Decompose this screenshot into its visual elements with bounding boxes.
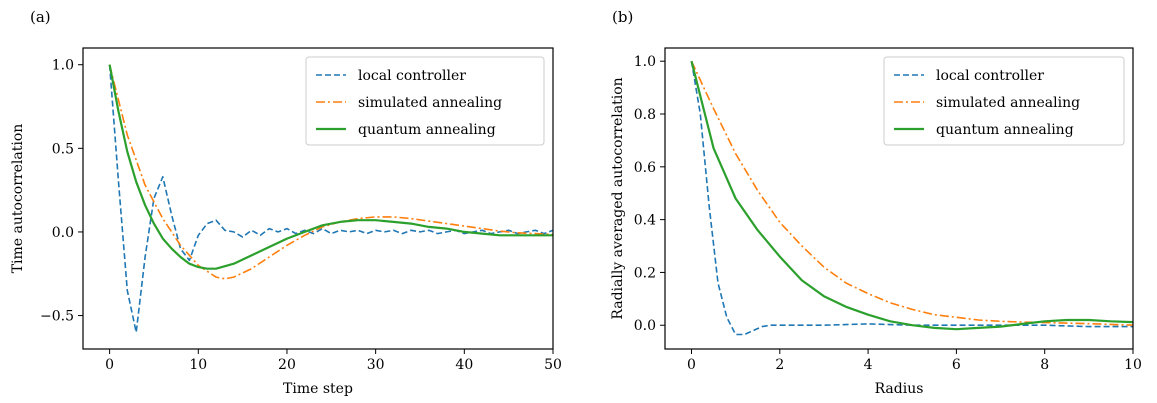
y-tick-label: 0.8 [634, 107, 656, 123]
legend: local controller simulated annealing quant… [883, 56, 1125, 146]
y-tick-label: 0.6 [634, 160, 656, 176]
x-tick-label: 8 [1040, 357, 1049, 373]
x-tick-label: 2 [775, 357, 784, 373]
series-group [690, 60, 1133, 336]
chart-a: (a) 0 10 20 30 40 50 −0.5 0.0 0.5 1.0 Time step Tim… [10, 8, 562, 397]
legend-box [883, 56, 1125, 146]
x-tick-label: 50 [544, 357, 562, 373]
y-tick-label: −0.5 [40, 309, 74, 325]
panel-label-a: (a) [30, 8, 51, 26]
x-tick-label: 10 [189, 357, 207, 373]
y-tick-label: 0.4 [634, 213, 656, 229]
y-tick-label: 0.2 [634, 265, 656, 281]
x-tick-label: 40 [455, 357, 473, 373]
legend-entry: simulated annealing [358, 95, 502, 111]
x-tick-label: 6 [952, 357, 961, 373]
series-line-quantum-annealing [108, 64, 553, 270]
x-tick-label: 0 [105, 357, 114, 373]
x-tick-label: 30 [367, 357, 385, 373]
x-tick-label: 10 [1124, 357, 1142, 373]
chart-b: (b) 0 2 4 6 8 10 0.0 0.2 0.4 0.6 0.8 1.0 Radius Radia… [610, 8, 1142, 397]
y-tick-label: 1.0 [634, 54, 656, 70]
y-axis-label: Time autocorrelation [10, 124, 26, 274]
x-tick-label: 20 [278, 357, 296, 373]
legend-entry: quantum annealing [936, 122, 1074, 138]
x-tick-label: 4 [864, 357, 873, 373]
legend: local controller simulated annealing quant… [305, 56, 545, 146]
legend-entry: local controller [936, 68, 1044, 84]
series-line-local-controller [690, 61, 1133, 336]
legend-entry: simulated annealing [936, 95, 1080, 111]
y-tick-label: 0.5 [52, 141, 74, 157]
plot-frame [82, 47, 554, 350]
series-line-local-controller [108, 64, 553, 334]
y-tick-label: 1.0 [52, 58, 74, 74]
plot-frame [664, 47, 1134, 350]
x-axis-label: Radius [875, 381, 924, 397]
legend-box [305, 56, 545, 146]
y-axis-label: Radially averaged autocorrelation [610, 77, 626, 319]
x-tick-label: 0 [687, 357, 696, 373]
series-line-simulated-annealing [690, 60, 1133, 326]
series-line-simulated-annealing [108, 64, 553, 280]
panel-label-b: (b) [612, 8, 633, 26]
y-tick-label: 0.0 [52, 225, 74, 241]
legend-entry: local controller [358, 68, 466, 84]
x-axis-label: Time step [283, 381, 353, 397]
series-line-quantum-annealing [690, 60, 1133, 331]
legend-entry: quantum annealing [358, 122, 496, 138]
y-tick-label: 0.0 [634, 318, 656, 334]
series-group [108, 64, 553, 334]
